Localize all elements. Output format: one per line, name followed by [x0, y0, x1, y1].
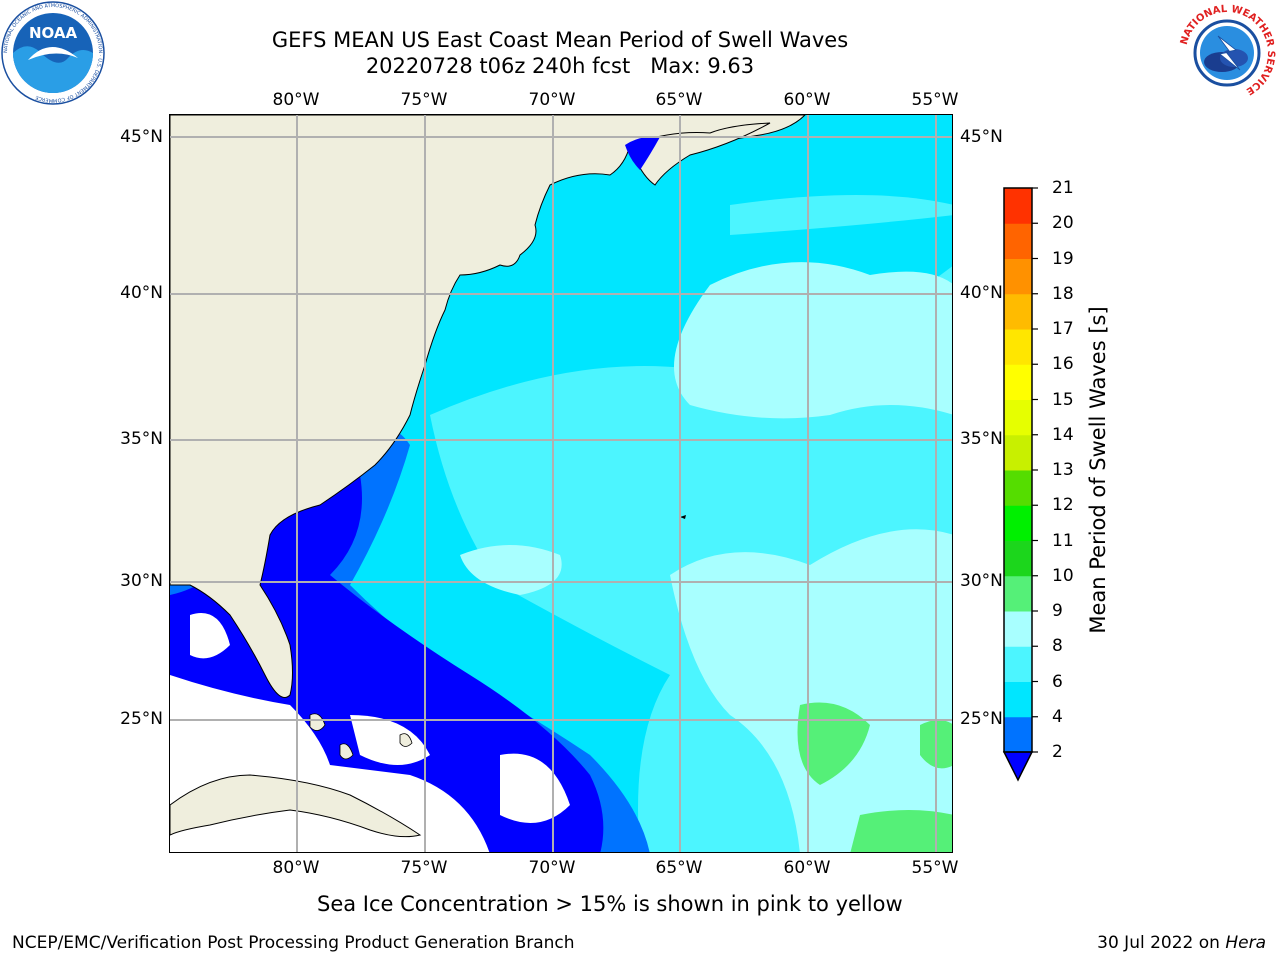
- lon-label-top-60w: 60°W: [783, 90, 831, 110]
- colorbar-tick-12: 12: [1052, 495, 1074, 516]
- colorbar-tick-16: 16: [1052, 354, 1074, 375]
- colorbar-tick-10: 10: [1052, 565, 1074, 586]
- lat-label-right-40n: 40°N: [960, 283, 1003, 303]
- colorbar: [1002, 187, 1038, 782]
- lon-label-top-80w: 80°W: [272, 90, 320, 110]
- graticule: [170, 115, 952, 852]
- colorbar-tick-15: 15: [1052, 389, 1074, 410]
- colorbar-tick-2: 2: [1052, 742, 1063, 762]
- colorbar-segment: [1004, 716, 1032, 753]
- lat-label-left-35n: 35°N: [120, 429, 163, 449]
- colorbar-segment: [1004, 575, 1032, 612]
- lon-label-top-65w: 65°W: [655, 90, 703, 110]
- colorbar-segment: [1004, 399, 1032, 436]
- colorbar-segment: [1004, 611, 1032, 647]
- colorbar-tick-18: 18: [1052, 283, 1074, 304]
- lat-label-left-25n: 25°N: [120, 709, 163, 729]
- colorbar-tick-4: 4: [1052, 706, 1063, 727]
- colorbar-tick-13: 13: [1052, 460, 1074, 480]
- colorbar-segment: [1004, 681, 1032, 718]
- credit-date-text: 30 Jul 2022 on: [1097, 933, 1226, 953]
- lat-label-right-25n: 25°N: [960, 709, 1003, 729]
- lon-label-bottom-60w: 60°W: [783, 858, 831, 878]
- colorbar-segment: [1004, 540, 1032, 577]
- map-canvas: [170, 115, 952, 852]
- lat-label-right-45n: 45°N: [960, 127, 1003, 147]
- colorbar-tick-21: 21: [1052, 178, 1074, 198]
- credit-branch: NCEP/EMC/Verification Post Processing Pr…: [12, 933, 575, 953]
- colorbar-segment: [1004, 364, 1032, 400]
- colorbar-tick-6: 6: [1052, 671, 1063, 692]
- colorbar-segment: [1004, 470, 1032, 506]
- land-nova-scotia: [629, 122, 771, 186]
- colorbar-segment: [1004, 188, 1032, 224]
- lat-label-right-30n: 30°N: [960, 571, 1003, 591]
- noaa-logo: NOAA NATIONAL OCEANIC AND ATMOSPHERIC AD…: [1, 1, 105, 105]
- lon-label-bottom-55w: 55°W: [911, 858, 959, 878]
- credit-machine: Hera: [1225, 933, 1266, 953]
- ocean-band-10: [797, 702, 870, 785]
- title-line-1: GEFS MEAN US East Coast Mean Period of S…: [271, 28, 849, 52]
- colorbar-tick-17: 17: [1052, 319, 1074, 339]
- lat-label-right-35n: 35°N: [960, 429, 1003, 449]
- ocean-band-9: [670, 529, 952, 852]
- colorbar-segment: [1004, 258, 1032, 295]
- colorbar-tick-9: 9: [1052, 601, 1063, 621]
- colorbar-segment: [1004, 434, 1032, 471]
- lon-label-bottom-75w: 75°W: [400, 858, 448, 878]
- lat-label-left-30n: 30°N: [120, 571, 163, 591]
- colorbar-segment: [1004, 646, 1032, 682]
- colorbar-segment: [1004, 505, 1032, 541]
- lon-label-top-70w: 70°W: [528, 90, 576, 110]
- credit-date: 30 Jul 2022 on Hera: [1097, 932, 1266, 954]
- colorbar-tick-20: 20: [1052, 213, 1074, 234]
- swell-period-map: [169, 114, 953, 853]
- colorbar-segment: [1004, 223, 1032, 259]
- colorbar-tick-14: 14: [1052, 424, 1074, 445]
- lat-label-left-45n: 45°N: [120, 127, 163, 147]
- lon-label-top-55w: 55°W: [911, 90, 959, 110]
- sea-ice-note: Sea Ice Concentration > 15% is shown in …: [317, 892, 903, 916]
- bay-of-fundy: [625, 136, 660, 170]
- land-bermuda: [680, 515, 686, 519]
- lon-label-bottom-70w: 70°W: [528, 858, 576, 878]
- colorbar-extension: [1002, 751, 1034, 782]
- lon-label-top-75w: 75°W: [400, 90, 448, 110]
- noaa-logo-text: NOAA: [29, 24, 78, 42]
- colorbar-segment: [1004, 293, 1032, 330]
- lon-label-bottom-80w: 80°W: [272, 858, 320, 878]
- colorbar-tick-19: 19: [1052, 248, 1074, 269]
- nws-logo: NATIONAL WEATHER SERVICE: [1177, 3, 1277, 103]
- land-bahamas: [309, 713, 326, 731]
- lat-label-left-40n: 40°N: [120, 283, 163, 303]
- title-line-2: 20220728 t06z 240h fcst Max: 9.63: [365, 54, 755, 78]
- lon-label-bottom-65w: 65°W: [655, 858, 703, 878]
- colorbar-segment: [1004, 329, 1032, 365]
- colorbar-tick-11: 11: [1052, 530, 1074, 551]
- colorbar-tick-8: 8: [1052, 636, 1063, 657]
- land-cuba: [170, 774, 422, 838]
